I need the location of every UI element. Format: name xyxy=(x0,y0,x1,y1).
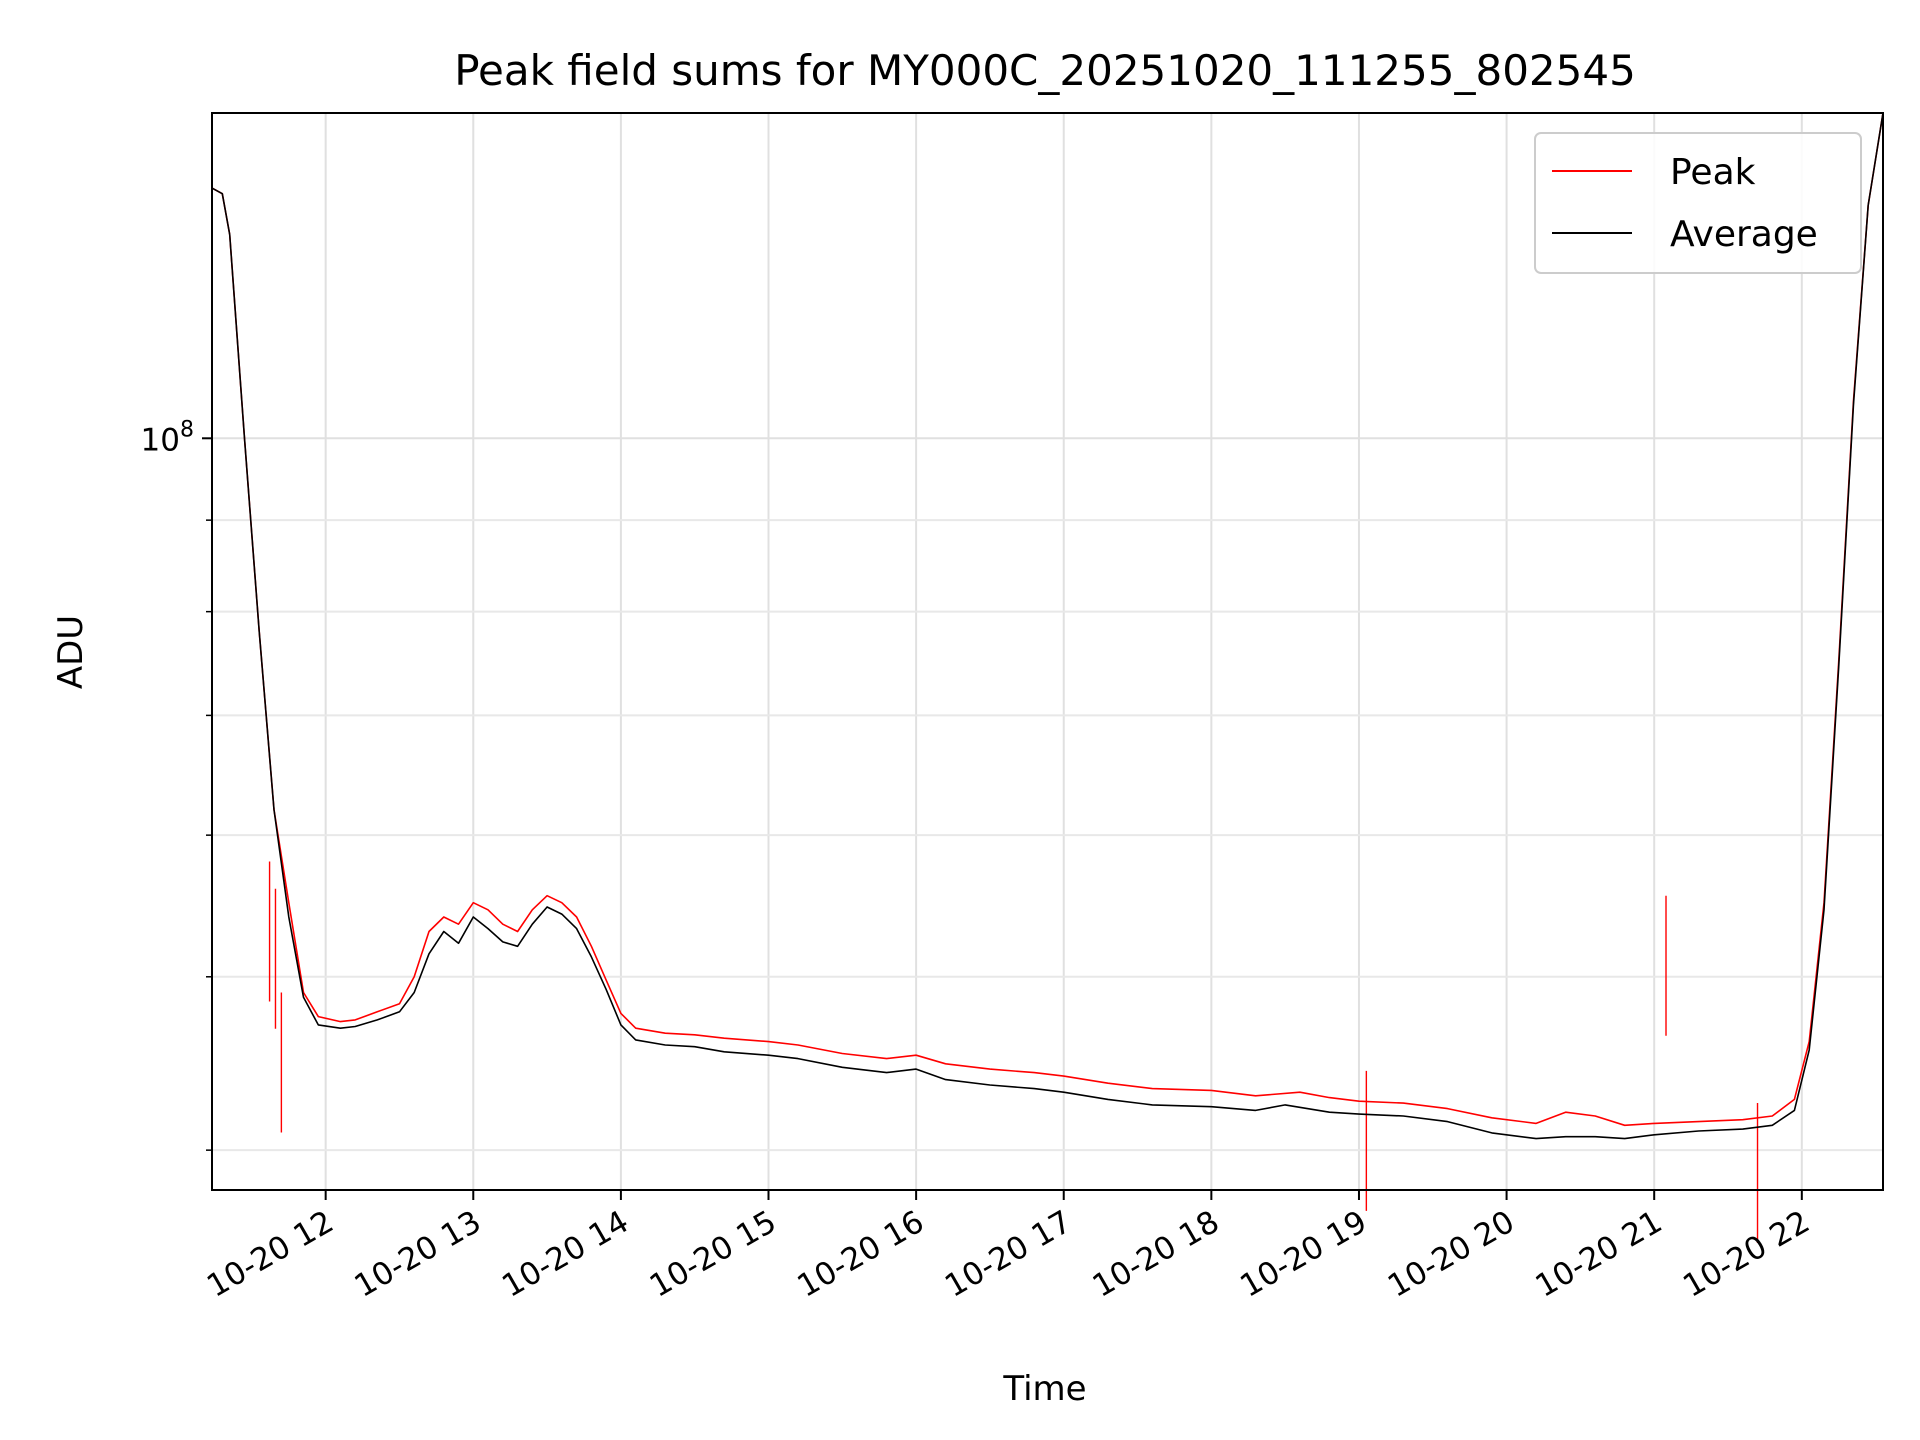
x-tick-label: 10-20 14 xyxy=(496,1204,635,1305)
x-tick-label: 10-20 18 xyxy=(1087,1204,1226,1305)
legend-box xyxy=(1534,132,1862,274)
legend-label-peak: Peak xyxy=(1670,152,1756,193)
x-tick-label: 10-20 16 xyxy=(791,1204,930,1305)
x-tick-label: 10-20 22 xyxy=(1677,1204,1816,1305)
series-line-peak xyxy=(211,112,1884,1127)
x-tick-label: 10-20 21 xyxy=(1529,1204,1668,1305)
x-tick-label: 10-20 17 xyxy=(939,1204,1078,1305)
x-tick-label: 10-20 15 xyxy=(644,1204,783,1305)
x-axis-label: Time xyxy=(1002,1369,1086,1409)
x-tick-label: 10-20 13 xyxy=(349,1204,488,1305)
legend-label-average: Average xyxy=(1670,214,1818,255)
legend: Peak Average xyxy=(1534,132,1862,274)
x-tick-label: 10-20 12 xyxy=(201,1204,340,1305)
axis-ticks: 10-20 12 10-20 13 10-20 14 10-20 15 10-20 16… xyxy=(141,417,1816,1304)
y-tick-label: 108 xyxy=(141,417,194,458)
chart-title: Peak field sums for MY000C_20251020_1112… xyxy=(454,46,1636,95)
y-axis-label: ADU xyxy=(51,615,91,689)
series-layer xyxy=(211,112,1884,1244)
plot-frame xyxy=(211,112,1884,1191)
series-line-average xyxy=(211,112,1884,1140)
grid xyxy=(212,113,1883,1190)
x-tick-label: 10-20 20 xyxy=(1382,1204,1521,1305)
x-tick-label: 10-20 19 xyxy=(1234,1204,1373,1305)
